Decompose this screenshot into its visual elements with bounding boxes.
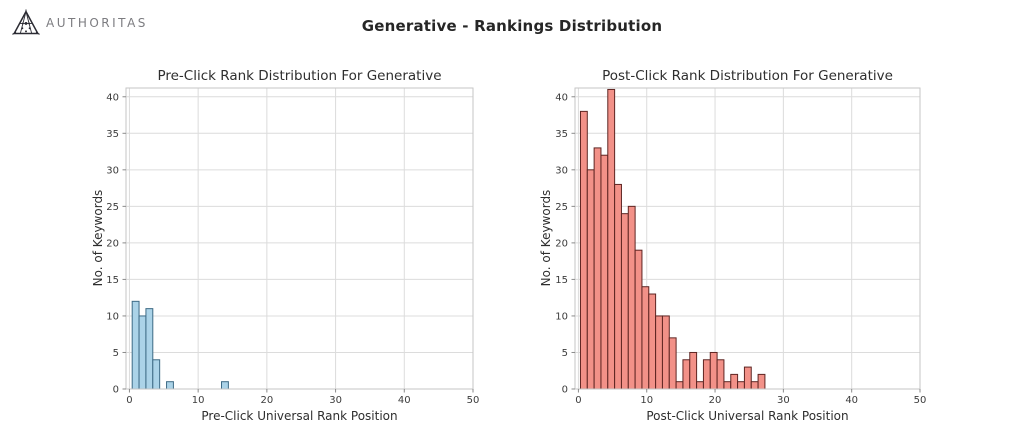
y-tick-label: 40 — [106, 92, 119, 103]
authoritas-logo-icon — [12, 9, 40, 35]
histogram-bar — [737, 381, 745, 390]
y-tick-label: 0 — [562, 385, 568, 396]
y-tick-label: 5 — [562, 348, 568, 359]
pre-click-xaxis-label: Pre-Click Universal Rank Position — [201, 409, 398, 423]
histogram-bar — [750, 381, 759, 390]
histogram-bar — [702, 359, 711, 390]
histogram-bar — [614, 183, 622, 390]
histogram-bar — [661, 315, 670, 390]
y-tick-label: 10 — [555, 311, 568, 322]
x-tick-label: 30 — [777, 395, 790, 406]
histogram-bar — [627, 205, 636, 390]
histogram-bar — [600, 154, 609, 390]
histogram-bar — [743, 366, 752, 390]
pre-click-yaxis-label: No. of Keywords — [91, 189, 105, 287]
y-tick-label: 15 — [555, 275, 568, 286]
histogram-bar — [620, 213, 629, 390]
histogram-bar — [152, 359, 161, 390]
y-tick-label: 20 — [555, 238, 568, 249]
histogram-bar — [641, 286, 650, 390]
y-tick-label: 0 — [113, 385, 119, 396]
x-tick-label: 20 — [709, 395, 722, 406]
histogram-bar — [145, 308, 154, 390]
x-tick-label: 40 — [398, 395, 411, 406]
post-click-xaxis-label: Post-Click Universal Rank Position — [646, 409, 849, 423]
histogram-bar — [696, 381, 704, 390]
x-tick-label: 50 — [467, 395, 480, 406]
y-tick-label: 40 — [555, 92, 568, 103]
y-tick-label: 25 — [106, 202, 119, 213]
y-tick-label: 30 — [106, 165, 119, 176]
histogram-bar — [716, 359, 725, 390]
brand: AUTHORITAS — [12, 9, 148, 37]
histogram-bar — [682, 359, 691, 390]
x-tick-label: 50 — [914, 395, 927, 406]
x-tick-label: 30 — [329, 395, 342, 406]
histogram-bar — [723, 381, 732, 390]
post-click-chart-title: Post-Click Rank Distribution For Generat… — [602, 68, 893, 84]
histogram-bar — [221, 381, 229, 390]
histogram-bar — [138, 315, 147, 390]
histogram-bar — [668, 337, 677, 390]
histogram-bar — [675, 381, 684, 390]
histogram-bar — [730, 373, 739, 390]
histogram-bar — [579, 110, 588, 390]
histogram-bar — [607, 88, 616, 390]
x-tick-label: 20 — [260, 395, 273, 406]
brand-name: AUTHORITAS — [46, 16, 148, 30]
y-tick-label: 5 — [113, 348, 119, 359]
y-tick-label: 35 — [555, 129, 568, 140]
histogram-bar — [593, 147, 602, 390]
post-click-chart: 0 10 20 30 40 50 0 5 10 15 20 25 30 35 40 — [555, 87, 927, 406]
histogram-bar — [634, 249, 643, 390]
x-tick-label: 10 — [640, 395, 653, 406]
x-tick-label: 0 — [126, 395, 132, 406]
y-tick-label: 20 — [106, 238, 119, 249]
histogram-bar — [131, 300, 140, 390]
histogram-bar — [757, 373, 766, 390]
plot-border — [125, 87, 474, 390]
pre-click-chart: 0 10 20 30 40 50 0 5 10 15 20 25 30 35 40 — [106, 87, 480, 406]
x-tick-label: 40 — [845, 395, 858, 406]
y-tick-label: 15 — [106, 275, 119, 286]
histogram-bar — [709, 351, 718, 390]
page-title: Generative - Rankings Distribution — [361, 17, 663, 35]
y-tick-label: 30 — [555, 165, 568, 176]
histogram-bar — [648, 293, 657, 390]
x-tick-label: 0 — [575, 395, 581, 406]
pre-click-chart-title: Pre-Click Rank Distribution For Generati… — [157, 68, 442, 84]
histogram-bar — [689, 351, 698, 390]
post-click-yaxis-label: No. of Keywords — [539, 189, 553, 287]
plot-border — [574, 87, 921, 390]
histogram-bar — [586, 169, 595, 390]
histogram-bar — [655, 315, 663, 390]
x-tick-label: 10 — [192, 395, 205, 406]
y-tick-label: 35 — [106, 129, 119, 140]
y-tick-label: 10 — [106, 311, 119, 322]
histogram-bar — [166, 381, 174, 390]
y-tick-label: 25 — [555, 202, 568, 213]
